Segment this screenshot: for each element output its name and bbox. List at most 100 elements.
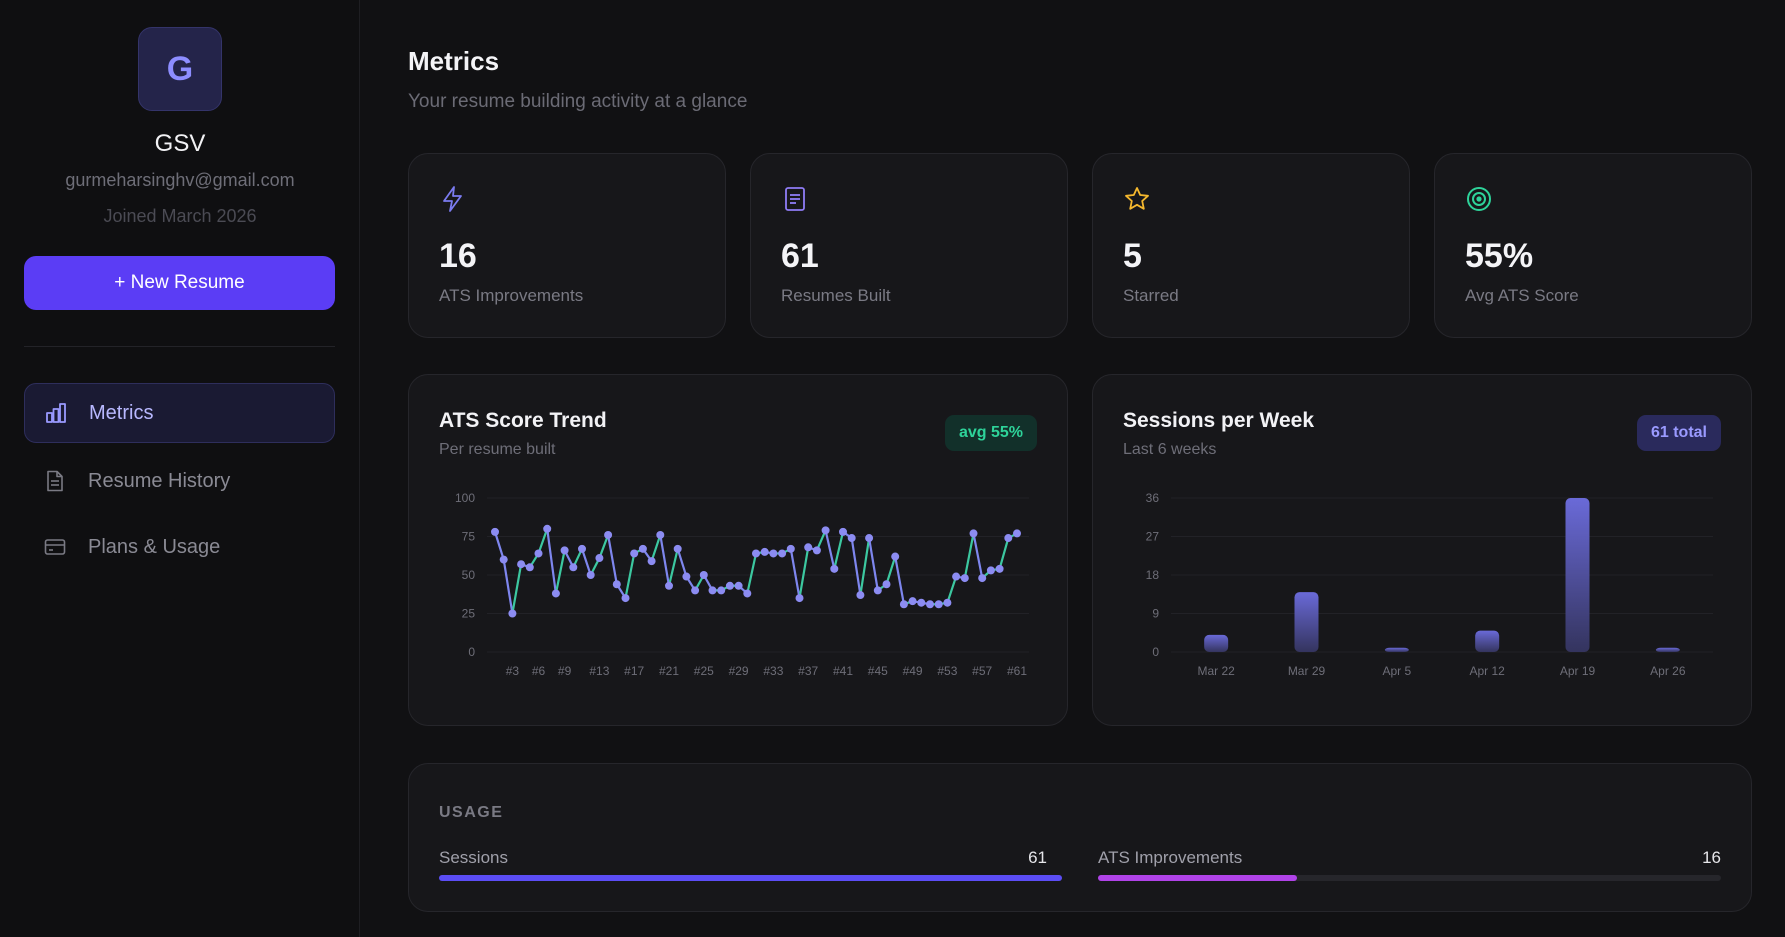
series-line-segment: [972, 532, 984, 580]
data-point: [908, 597, 917, 606]
x-tick-label: #17: [624, 664, 644, 678]
user-name: GSV: [154, 130, 206, 157]
stat-value: 55%: [1465, 237, 1534, 275]
data-point: [804, 543, 813, 552]
data-point: [560, 546, 569, 555]
document-icon: [44, 470, 66, 492]
data-point: [882, 580, 891, 589]
series-line-segment: [850, 536, 862, 597]
lightning-icon: [439, 185, 467, 213]
new-resume-button[interactable]: + New Resume: [24, 256, 335, 310]
stat-value: 16: [439, 237, 477, 275]
data-point: [569, 563, 578, 572]
series-line-segment: [650, 533, 662, 563]
series-line-segment: [868, 536, 879, 592]
usage-label-sessions: Sessions: [439, 848, 508, 867]
stat-label: Avg ATS Score: [1465, 286, 1579, 305]
x-tick-label: Mar 29: [1288, 664, 1326, 678]
usage-count-sessions: 61: [1028, 848, 1047, 867]
series-line-segment: [511, 563, 523, 615]
series-line-segment: [998, 536, 1010, 570]
data-point: [491, 527, 499, 536]
data-point: [1013, 529, 1021, 538]
data-point: [612, 580, 621, 589]
data-point: [969, 529, 978, 538]
series-line-segment: [598, 533, 610, 560]
data-point: [995, 564, 1004, 573]
sessions-per-week-card: Sessions per Week Last 6 weeks 61 total …: [1092, 374, 1752, 726]
data-point: [743, 589, 752, 598]
data-point: [812, 546, 821, 555]
x-tick-label: #53: [937, 664, 957, 678]
x-tick-label: #21: [659, 664, 679, 678]
series-line-segment: [554, 549, 566, 595]
data-point: [891, 552, 900, 561]
data-point: [517, 560, 526, 569]
stat-card-ats-improvements: 16 ATS Improvements: [408, 153, 726, 338]
chart-subtitle: Per resume built: [439, 441, 556, 458]
data-point: [943, 598, 952, 607]
x-tick-label: #41: [833, 664, 853, 678]
user-email: gurmeharsinghv@gmail.com: [65, 170, 295, 190]
x-tick-label: #57: [972, 664, 992, 678]
usage-count-ats-improvements: 16: [1702, 848, 1721, 867]
ats-score-trend-card: ATS Score Trend Per resume built avg 55%…: [408, 374, 1068, 726]
avatar[interactable]: G: [138, 27, 222, 111]
y-tick-label: 0: [468, 645, 475, 659]
sessions-progress-bar: [439, 875, 1062, 881]
x-tick-label: #6: [532, 664, 546, 678]
data-point: [830, 564, 839, 573]
avg-score-badge: avg 55%: [944, 415, 1037, 451]
data-point: [986, 566, 995, 575]
series-line-segment: [946, 575, 958, 604]
data-point: [769, 549, 778, 558]
data-point: [899, 600, 908, 609]
sidebar-item-plans-usage[interactable]: Plans & Usage: [24, 517, 335, 577]
x-tick-label: #13: [589, 664, 609, 678]
chart-title: Sessions per Week: [1123, 409, 1315, 432]
series-line-segment: [624, 552, 636, 600]
document-icon: [781, 185, 809, 213]
series-line-segment: [746, 552, 758, 595]
series-line-segment: [659, 533, 671, 587]
stat-card-resumes-built: 61 Resumes Built: [750, 153, 1068, 338]
x-tick-label: #33: [763, 664, 783, 678]
stat-card-starred: 5 Starred: [1092, 153, 1410, 338]
data-point: [656, 530, 665, 539]
data-point: [699, 571, 708, 579]
data-point: [917, 598, 926, 607]
sidebar-item-resume-history[interactable]: Resume History: [24, 451, 335, 511]
x-tick-label: Apr 12: [1469, 664, 1505, 678]
stat-value: 5: [1123, 237, 1142, 275]
bar-chart-icon: [45, 402, 67, 424]
series-line-segment: [676, 547, 688, 578]
data-point: [508, 609, 517, 618]
ats-improvements-progress-bar: [1098, 875, 1721, 881]
sidebar-item-metrics[interactable]: Metrics: [24, 383, 335, 443]
sidebar-item-label: Plans & Usage: [88, 535, 221, 558]
data-point: [499, 555, 508, 564]
bar: [1565, 498, 1590, 652]
bar: [1384, 647, 1409, 652]
page-title: Metrics: [408, 46, 500, 76]
avatar-initial: G: [166, 49, 194, 88]
x-tick-label: #29: [729, 664, 749, 678]
y-tick-label: 9: [1152, 607, 1159, 621]
stat-label: ATS Improvements: [439, 286, 584, 305]
y-tick-label: 36: [1146, 491, 1160, 505]
y-tick-label: 50: [462, 568, 476, 582]
series-line-segment: [885, 555, 897, 586]
data-point: [786, 544, 795, 553]
series-line-segment: [537, 527, 549, 555]
series-line-segment: [824, 529, 836, 570]
stat-value: 61: [781, 237, 819, 275]
data-point: [873, 586, 882, 595]
data-point: [926, 600, 934, 609]
data-point: [952, 572, 961, 581]
data-point: [960, 574, 969, 583]
data-point: [543, 524, 552, 533]
stat-label: Resumes Built: [781, 286, 891, 305]
y-tick-label: 18: [1146, 568, 1160, 582]
data-point: [865, 534, 874, 543]
x-tick-label: #61: [1007, 664, 1027, 678]
